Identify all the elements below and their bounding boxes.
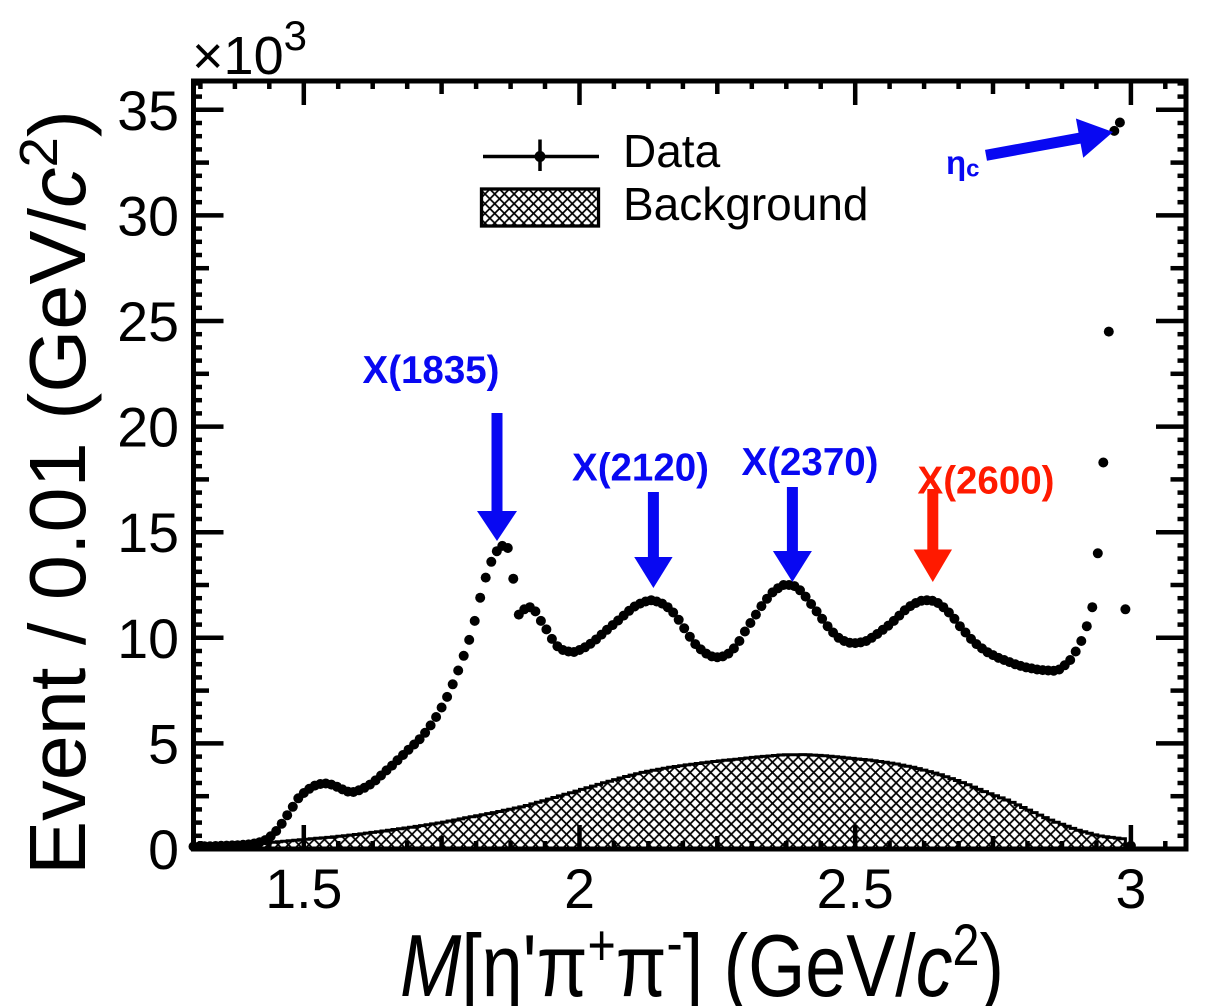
svg-text:20: 20 xyxy=(117,397,179,459)
svg-text:35: 35 xyxy=(117,80,179,142)
svg-text:M[η'π+π-] (GeV/c2): M[η'π+π-] (GeV/c2) xyxy=(400,912,1004,1006)
svg-text:Event / 0.01 (GeV/c2): Event / 0.01 (GeV/c2) xyxy=(8,110,103,875)
svg-text:X(1835): X(1835) xyxy=(363,349,500,392)
svg-text:X(2600): X(2600) xyxy=(918,460,1055,503)
svg-text:2: 2 xyxy=(564,858,595,920)
svg-text:Data: Data xyxy=(623,125,721,177)
svg-text:Background: Background xyxy=(623,178,869,230)
svg-text:10: 10 xyxy=(117,608,179,670)
svg-text:1.5: 1.5 xyxy=(265,858,342,920)
svg-text:3: 3 xyxy=(1115,858,1146,920)
svg-text:X(2120): X(2120) xyxy=(572,447,709,490)
svg-text:ηc: ηc xyxy=(946,144,980,183)
svg-text:X(2370): X(2370) xyxy=(742,441,879,484)
svg-text:25: 25 xyxy=(117,291,179,353)
svg-text:5: 5 xyxy=(148,713,179,775)
svg-text:0: 0 xyxy=(148,819,179,881)
svg-text:30: 30 xyxy=(117,185,179,247)
svg-text:2.5: 2.5 xyxy=(817,858,894,920)
svg-text:15: 15 xyxy=(117,502,179,564)
